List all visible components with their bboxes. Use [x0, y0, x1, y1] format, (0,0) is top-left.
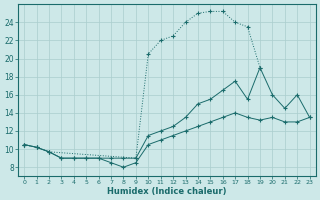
X-axis label: Humidex (Indice chaleur): Humidex (Indice chaleur)	[107, 187, 227, 196]
